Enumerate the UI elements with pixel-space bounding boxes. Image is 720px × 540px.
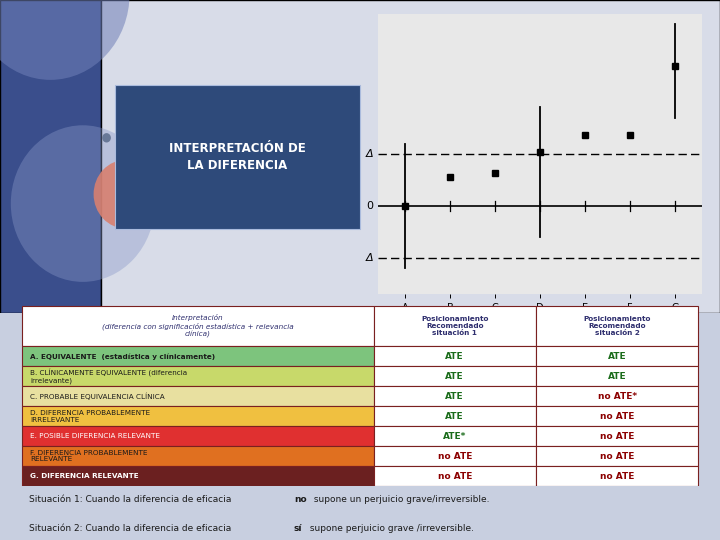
FancyBboxPatch shape: [374, 367, 536, 386]
FancyBboxPatch shape: [22, 446, 374, 466]
Text: ATE*: ATE*: [443, 431, 467, 441]
FancyBboxPatch shape: [22, 426, 374, 446]
Text: F. DIFERENCIA PROBABLEMENTE
RELEVANTE: F. DIFERENCIA PROBABLEMENTE RELEVANTE: [30, 450, 148, 462]
FancyBboxPatch shape: [374, 386, 536, 406]
Text: ATE: ATE: [608, 372, 626, 381]
Text: supone un perjuicio grave/irreversible.: supone un perjuicio grave/irreversible.: [311, 495, 490, 504]
FancyBboxPatch shape: [536, 406, 698, 426]
FancyBboxPatch shape: [374, 406, 536, 426]
FancyBboxPatch shape: [22, 367, 374, 386]
Text: A. EQUIVALENTE  (estadística y clínicamente): A. EQUIVALENTE (estadística y clínicamen…: [30, 353, 215, 360]
Ellipse shape: [0, 0, 130, 80]
FancyBboxPatch shape: [22, 306, 374, 347]
Text: no ATE: no ATE: [438, 451, 472, 461]
Text: D. DIFERENCIA PROBABLEMENTE
IRRELEVANTE: D. DIFERENCIA PROBABLEMENTE IRRELEVANTE: [30, 410, 150, 423]
Text: no: no: [294, 495, 307, 504]
Text: sí: sí: [294, 524, 302, 534]
Text: E. POSIBLE DIFERENCIA RELEVANTE: E. POSIBLE DIFERENCIA RELEVANTE: [30, 433, 161, 439]
FancyBboxPatch shape: [536, 367, 698, 386]
FancyBboxPatch shape: [22, 406, 374, 426]
Text: ATE: ATE: [446, 352, 464, 361]
FancyBboxPatch shape: [536, 466, 698, 486]
FancyBboxPatch shape: [22, 466, 374, 486]
Text: C. PROBABLE EQUIVALENCIA CLÍNICA: C. PROBABLE EQUIVALENCIA CLÍNICA: [30, 393, 165, 400]
Text: no ATE: no ATE: [600, 431, 634, 441]
Text: ATE: ATE: [446, 372, 464, 381]
FancyBboxPatch shape: [374, 347, 536, 367]
Text: no ATE: no ATE: [600, 451, 634, 461]
Text: no ATE: no ATE: [600, 471, 634, 481]
FancyBboxPatch shape: [536, 386, 698, 406]
FancyBboxPatch shape: [536, 426, 698, 446]
Text: Interpretación
(diferencia con significación estadística + relevancia
clínica): Interpretación (diferencia con significa…: [102, 314, 294, 338]
FancyBboxPatch shape: [536, 306, 698, 347]
FancyBboxPatch shape: [22, 386, 374, 406]
Text: Posicionamiento
Recomendado
situación 2: Posicionamiento Recomendado situación 2: [583, 316, 651, 336]
FancyBboxPatch shape: [374, 446, 536, 466]
FancyBboxPatch shape: [22, 347, 374, 367]
Text: Situación 1: Cuando la diferencia de eficacia: Situación 1: Cuando la diferencia de efi…: [29, 495, 234, 504]
FancyBboxPatch shape: [101, 0, 720, 313]
Text: no ATE: no ATE: [600, 411, 634, 421]
FancyBboxPatch shape: [115, 85, 360, 228]
FancyBboxPatch shape: [0, 0, 101, 313]
Ellipse shape: [102, 133, 111, 143]
Text: Δ: Δ: [366, 253, 374, 263]
Text: INTERPRETACIÓN DE
LA DIFERENCIA: INTERPRETACIÓN DE LA DIFERENCIA: [169, 141, 306, 172]
Text: G. DIFERENCIA RELEVANTE: G. DIFERENCIA RELEVANTE: [30, 473, 139, 479]
Text: supone perjuicio grave /irreversible.: supone perjuicio grave /irreversible.: [307, 524, 474, 534]
Text: Δ: Δ: [366, 149, 374, 159]
FancyBboxPatch shape: [374, 426, 536, 446]
Text: Posicionamiento
Recomendado
situación 1: Posicionamiento Recomendado situación 1: [421, 316, 488, 336]
FancyBboxPatch shape: [536, 347, 698, 367]
FancyBboxPatch shape: [536, 446, 698, 466]
Text: Situación 2: Cuando la diferencia de eficacia: Situación 2: Cuando la diferencia de efi…: [29, 524, 234, 534]
Text: no ATE*: no ATE*: [598, 392, 636, 401]
Ellipse shape: [94, 160, 158, 228]
Text: ATE: ATE: [446, 411, 464, 421]
Text: B. CLÍNICAMENTE EQUIVALENTE (diferencia
irrelevante): B. CLÍNICAMENTE EQUIVALENTE (diferencia …: [30, 369, 187, 384]
Text: no ATE: no ATE: [438, 471, 472, 481]
Text: ATE: ATE: [446, 392, 464, 401]
Text: 0: 0: [366, 201, 374, 211]
Text: ATE: ATE: [608, 352, 626, 361]
Ellipse shape: [11, 125, 155, 282]
FancyBboxPatch shape: [374, 466, 536, 486]
FancyBboxPatch shape: [374, 306, 536, 347]
